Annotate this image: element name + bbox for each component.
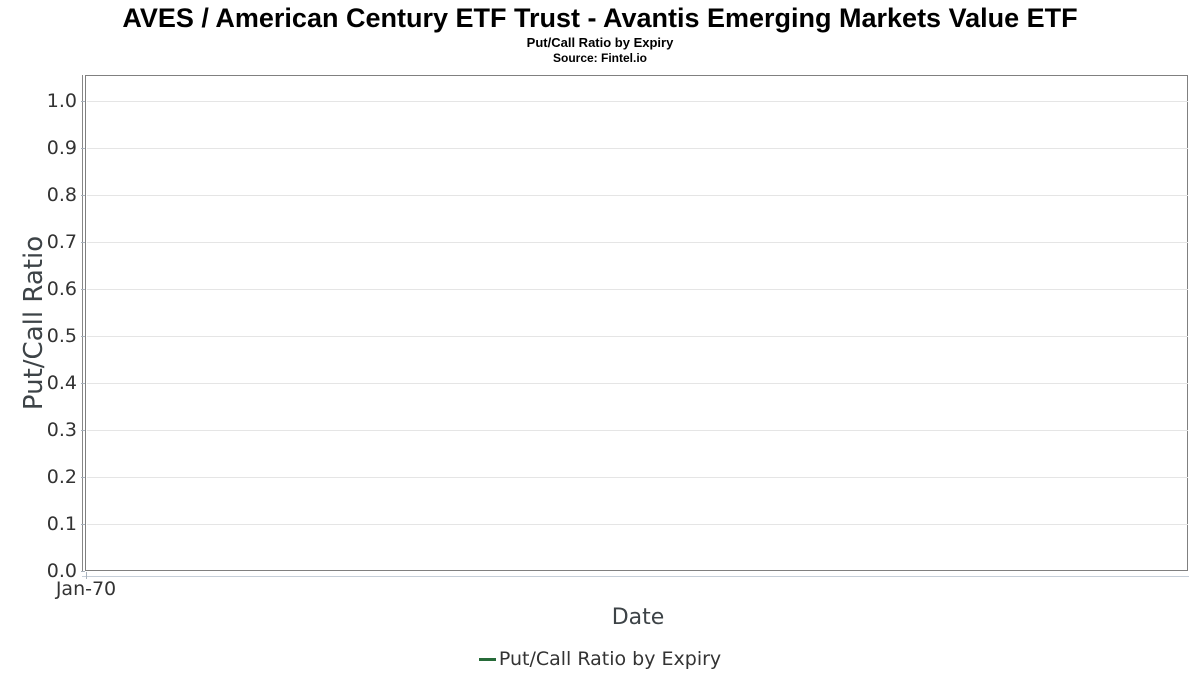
gridline [87, 430, 1188, 431]
y-tick-label: 0.8 [46, 184, 77, 206]
legend-label: Put/Call Ratio by Expiry [498, 648, 722, 670]
x-tick-mark [86, 572, 87, 579]
y-tick-label: 0.3 [46, 419, 77, 441]
y-tick-label: 0.6 [46, 278, 77, 300]
y-tick-label: 0.4 [46, 372, 77, 394]
y-tick-label: 0.1 [46, 513, 77, 535]
x-tick-label: Jan-70 [55, 578, 117, 600]
gridline [87, 336, 1188, 337]
gridline [87, 524, 1188, 525]
plot-area [85, 75, 1188, 571]
gridline [87, 242, 1188, 243]
y-tick-mark [81, 148, 85, 149]
y-tick-label: 0.5 [46, 325, 77, 347]
gridline [87, 148, 1188, 149]
y-tick-mark [81, 195, 85, 196]
gridline [87, 383, 1188, 384]
gridline [87, 101, 1188, 102]
y-tick-mark [81, 101, 85, 102]
chart-title: AVES / American Century ETF Trust - Avan… [122, 3, 1078, 33]
chart-subtitle: Put/Call Ratio by Expiry [526, 35, 674, 50]
x-axis-title: Date [611, 605, 665, 630]
y-tick-mark [81, 524, 85, 525]
y-tick-mark [81, 336, 85, 337]
y-tick-label: 0.0 [46, 560, 77, 582]
source-credit: Source: Fintel.io [552, 51, 647, 65]
gridline [87, 289, 1188, 290]
y-tick-label: 0.7 [46, 231, 77, 253]
y-tick-mark [81, 430, 85, 431]
y-tick-mark [81, 477, 85, 478]
y-tick-mark [81, 289, 85, 290]
y-axis-line [82, 75, 83, 572]
x-axis-line [82, 576, 1189, 577]
y-tick-mark [81, 571, 85, 572]
y-tick-label: 0.2 [46, 466, 77, 488]
gridline [87, 195, 1188, 196]
y-tick-mark [81, 242, 85, 243]
legend-item-putcall-ratio[interactable]: Put/Call Ratio by Expiry [0, 645, 1200, 673]
y-tick-mark [81, 383, 85, 384]
y-axis-title: Put/Call Ratio [19, 235, 49, 411]
y-tick-label: 1.0 [46, 90, 77, 112]
y-tick-label: 0.9 [46, 137, 77, 159]
gridline [87, 477, 1188, 478]
legend-line-icon [478, 657, 496, 661]
